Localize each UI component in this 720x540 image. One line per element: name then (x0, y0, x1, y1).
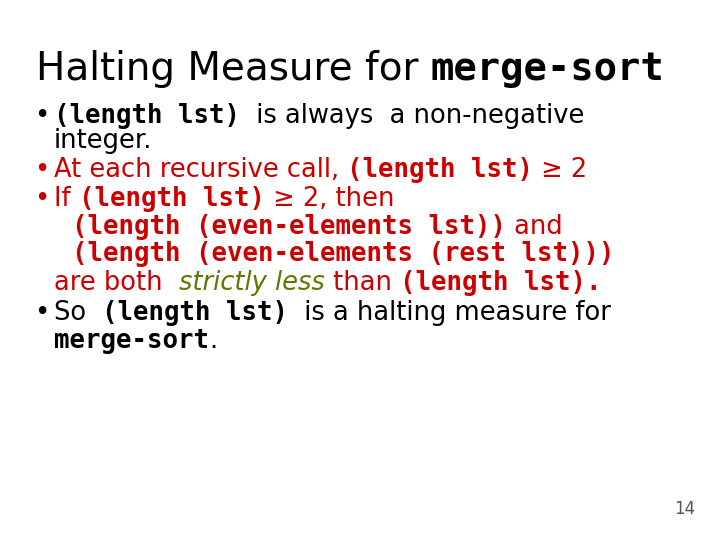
Text: At each recursive call,: At each recursive call, (54, 157, 347, 183)
Text: If: If (54, 186, 78, 212)
Text: •: • (35, 103, 50, 129)
Text: Halting Measure for: Halting Measure for (36, 50, 431, 87)
Text: merge-sort: merge-sort (54, 328, 209, 354)
Text: (length lst).: (length lst). (400, 270, 601, 296)
Text: .: . (209, 328, 217, 354)
Text: than: than (325, 270, 400, 296)
Text: ≥ 2: ≥ 2 (534, 157, 588, 183)
Text: •: • (35, 300, 50, 326)
Text: is a halting measure for: is a halting measure for (289, 300, 611, 326)
Text: (length lst): (length lst) (54, 103, 240, 129)
Text: is always  a non-negative: is always a non-negative (240, 103, 585, 129)
Text: •: • (35, 157, 50, 183)
Text: ≥ 2, then: ≥ 2, then (265, 186, 395, 212)
Text: •: • (35, 186, 50, 212)
Text: strictly less: strictly less (179, 270, 325, 296)
Text: (length (even-elements (rest lst))): (length (even-elements (rest lst))) (72, 241, 614, 267)
Text: (length lst): (length lst) (347, 157, 534, 183)
Text: are both: are both (54, 270, 179, 296)
Text: merge-sort: merge-sort (431, 50, 665, 87)
Text: (length lst): (length lst) (102, 300, 289, 326)
Text: 14: 14 (674, 501, 695, 518)
Text: integer.: integer. (54, 128, 153, 154)
Text: So: So (54, 300, 102, 326)
Text: (length (even-elements lst)): (length (even-elements lst)) (72, 214, 506, 240)
Text: (length lst): (length lst) (78, 186, 265, 212)
Text: and: and (506, 214, 563, 240)
